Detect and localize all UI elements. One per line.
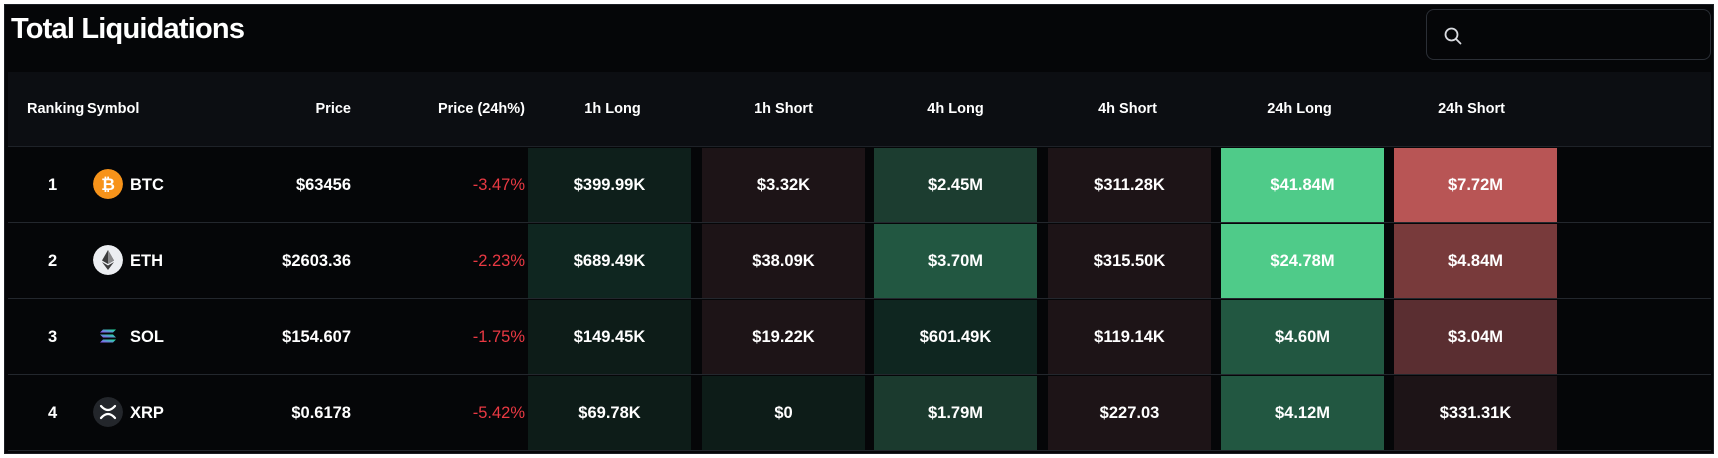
table-header: Ranking Symbol Price Price (24h%) 1h Lon…: [8, 72, 1711, 147]
column-header-4h-long[interactable]: 4h Long: [927, 101, 984, 117]
column-header-ranking[interactable]: Ranking: [27, 101, 85, 117]
column-header-24h-short[interactable]: 24h Short: [1438, 101, 1505, 117]
liq-24h-long-cell: $24.78M: [1221, 224, 1384, 298]
page-title: Total Liquidations: [11, 13, 245, 45]
rank-cell: 4: [48, 404, 58, 422]
liq-1h-long-cell: $149.45K: [528, 300, 691, 374]
symbol-label[interactable]: BTC: [130, 176, 164, 194]
column-header-1h-short[interactable]: 1h Short: [754, 101, 813, 117]
liquidations-panel: Total Liquidations Ranking Symbol Price …: [4, 4, 1714, 454]
liq-4h-long-cell: $601.49K: [874, 300, 1037, 374]
table-row[interactable]: 3 SOL $154.607 -1.75% $149.45K $19.22K $…: [8, 299, 1711, 375]
liq-24h-short-cell: $7.72M: [1394, 148, 1557, 222]
price-cell: $63456: [295, 176, 351, 194]
liq-1h-long-cell: $689.49K: [528, 224, 691, 298]
liq-4h-long-cell: $2.45M: [874, 148, 1037, 222]
liq-1h-short-cell: $38.09K: [702, 224, 865, 298]
liq-24h-short-cell: $3.04M: [1394, 300, 1557, 374]
liq-24h-short-cell: $4.84M: [1394, 224, 1557, 298]
solana-icon: [100, 329, 116, 343]
column-header-1h-long[interactable]: 1h Long: [584, 101, 641, 117]
liq-24h-long-cell: $4.12M: [1221, 376, 1384, 450]
liquidations-table: Ranking Symbol Price Price (24h%) 1h Lon…: [8, 72, 1711, 451]
liq-24h-long-cell: $41.84M: [1221, 148, 1384, 222]
liq-4h-short-cell: $119.14K: [1048, 300, 1211, 374]
price-change-cell: -1.75%: [472, 328, 525, 346]
price-cell: $2603.36: [282, 252, 351, 270]
xrp-icon: [93, 397, 123, 427]
liq-4h-long-cell: $1.79M: [874, 376, 1037, 450]
symbol-label[interactable]: SOL: [130, 328, 164, 346]
rank-cell: 2: [48, 252, 58, 270]
price-change-cell: -2.23%: [472, 252, 525, 270]
column-header-24h-long[interactable]: 24h Long: [1267, 101, 1332, 117]
column-header-symbol[interactable]: Symbol: [87, 101, 140, 117]
rank-cell: 1: [48, 176, 58, 194]
liq-24h-long-cell: $4.60M: [1221, 300, 1384, 374]
column-header-4h-short[interactable]: 4h Short: [1098, 101, 1157, 117]
table-row[interactable]: 2 ETH $2603.36 -2.23% $689.49K $38.09K $…: [8, 223, 1711, 299]
liq-1h-long-cell: $399.99K: [528, 148, 691, 222]
symbol-label[interactable]: XRP: [130, 404, 164, 422]
search-icon: [1444, 27, 1462, 45]
price-change-cell: -3.47%: [472, 176, 525, 194]
column-header-price[interactable]: Price: [315, 101, 351, 117]
liq-24h-short-cell: $331.31K: [1394, 376, 1557, 450]
liq-1h-short-cell: $0: [702, 376, 865, 450]
liq-4h-long-cell: $3.70M: [874, 224, 1037, 298]
price-cell: $0.6178: [291, 404, 351, 422]
price-change-cell: -5.42%: [472, 404, 525, 422]
ethereum-icon: [93, 245, 123, 275]
svg-text:₿: ₿: [101, 175, 115, 195]
rank-cell: 3: [48, 328, 58, 346]
liq-1h-short-cell: $19.22K: [702, 300, 865, 374]
table-row[interactable]: 4 XRP $0.6178 -5.42% $69.78K $0 $1.79M $…: [8, 375, 1711, 451]
liq-4h-short-cell: $311.28K: [1048, 148, 1211, 222]
price-cell: $154.607: [282, 328, 351, 346]
liq-1h-long-cell: $69.78K: [528, 376, 691, 450]
liq-4h-short-cell: $315.50K: [1048, 224, 1211, 298]
liq-1h-short-cell: $3.32K: [702, 148, 865, 222]
liq-4h-short-cell: $227.03: [1048, 376, 1211, 450]
bitcoin-icon: ₿: [93, 169, 123, 199]
symbol-label[interactable]: ETH: [130, 252, 163, 270]
table-row[interactable]: 1 ₿ BTC $63456 -3.47% $399.99K $3.32K $2…: [8, 147, 1711, 223]
column-header-price-change[interactable]: Price (24h%): [437, 101, 525, 117]
search-input[interactable]: [1426, 9, 1711, 60]
